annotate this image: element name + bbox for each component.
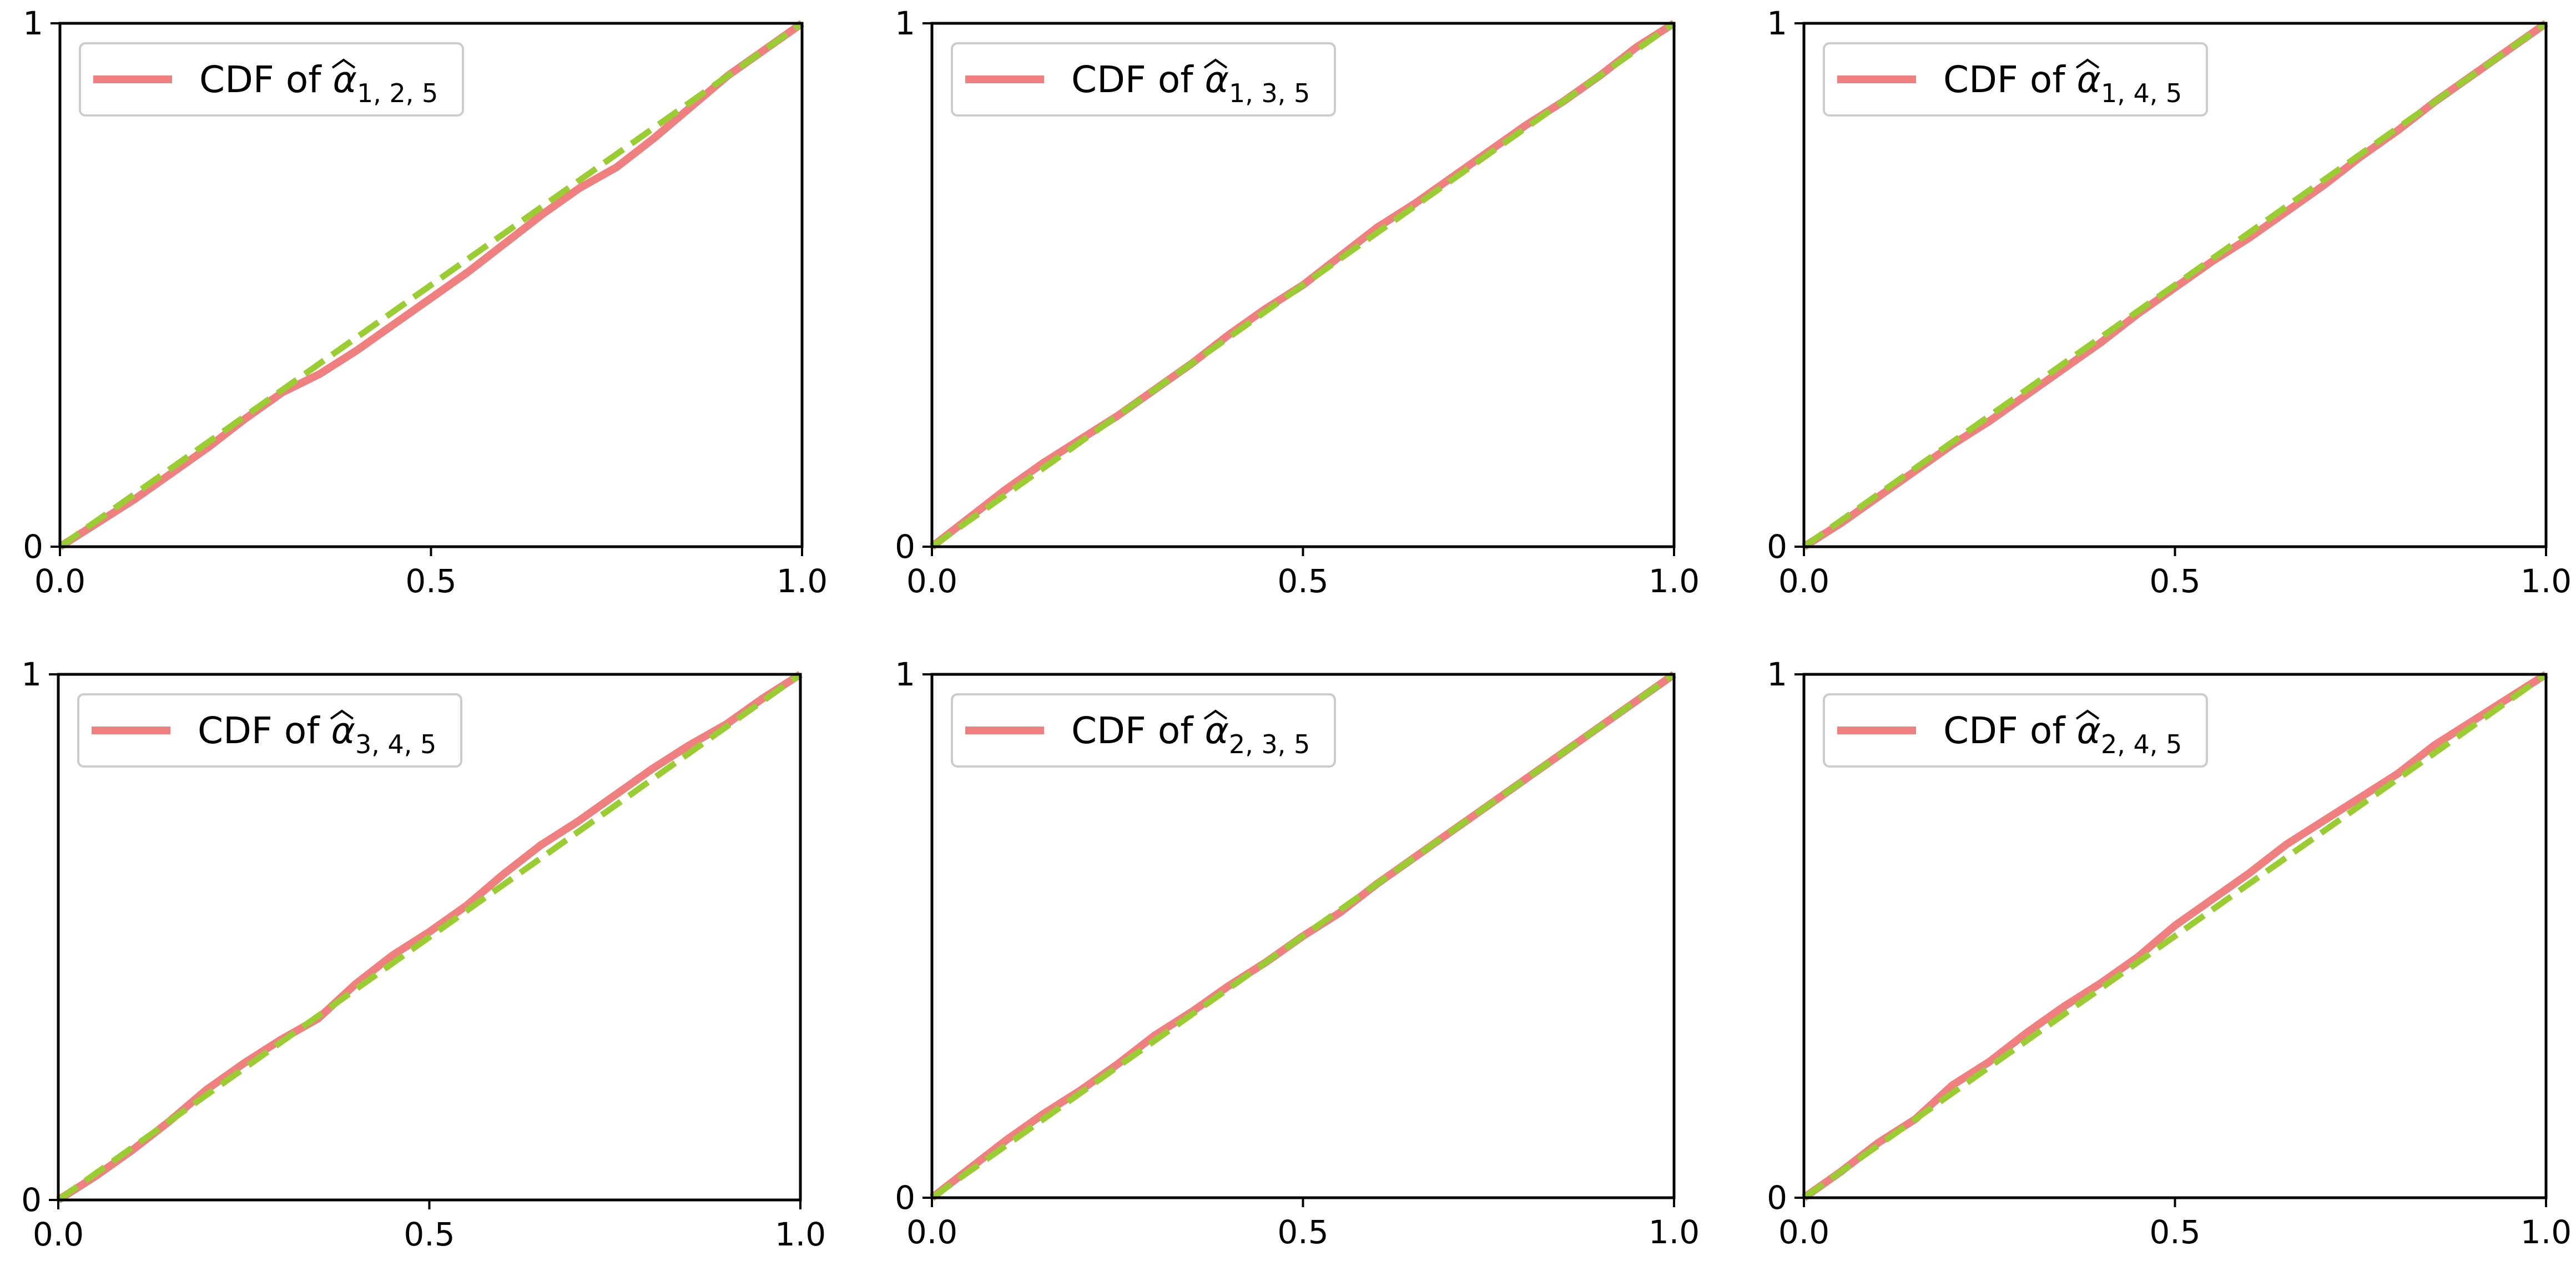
reference-line [58,21,804,549]
y-tick-label: 0 [23,528,43,566]
subplot-6: 0.0 0.5 1.0 0 1 CDF of α2, 4, 5 [1767,655,2572,1251]
hat-accent [1203,709,1228,720]
x-tick-label: 0.5 [405,562,456,600]
y-tick-label: 0 [21,1181,42,1219]
legend: CDF of α1, 2, 5 [79,42,464,117]
x-tick-label: 0.5 [404,1215,455,1253]
legend-box [79,42,464,117]
legend-label: CDF of α1, 4, 5 [1943,58,2182,108]
subplot-3: 0.0 0.5 1.0 0 1 CDF of α1, 4, 5 [1767,4,2572,600]
legend-subscript: 2, 4, 5 [2101,729,2182,759]
legend-prefix: CDF of [198,709,331,752]
legend-subscript: 1, 2, 5 [357,78,438,108]
x-tick-label: 0.0 [1778,562,1829,600]
legend: CDF of α3, 4, 5 [77,693,462,768]
x-tick-label: 1.0 [775,1215,826,1253]
x-tick-label: 0.0 [1778,1213,1829,1251]
y-tick-label: 0 [1767,1179,1787,1217]
y-tick-label: 1 [1767,4,1787,42]
x-tick-label: 1.0 [1649,562,1700,600]
legend-subscript: 1, 4, 5 [2101,78,2182,108]
legend: CDF of α1, 4, 5 [1823,42,2208,117]
y-tick-label: 1 [895,4,915,42]
legend-label: CDF of α2, 4, 5 [1943,709,2182,759]
legend-label: CDF of α1, 2, 5 [199,58,438,108]
reference-line [56,672,803,1203]
legend-prefix: CDF of [1071,58,1204,101]
x-tick-label: 0.5 [2149,1213,2200,1251]
legend-label: CDF of α1, 3, 5 [1071,58,1310,108]
y-tick-label: 0 [895,528,915,566]
legend-box [951,693,1336,768]
hat-accent [2075,58,2100,69]
x-tick-label: 0.5 [1277,562,1328,600]
x-tick-label: 1.0 [777,562,828,600]
subplot-2: 0.0 0.5 1.0 0 1 CDF of α1, 3, 5 [895,4,1700,600]
x-tick-label: 1.0 [2520,1213,2572,1251]
y-tick-label: 0 [1767,528,1787,566]
legend-prefix: CDF of [1943,58,2076,101]
legend-box [1823,42,2208,117]
hat-accent [331,58,356,69]
y-tick-label: 1 [895,655,915,693]
x-tick-label: 0.0 [33,1215,84,1253]
hat-accent [1203,58,1228,69]
legend-prefix: CDF of [199,58,332,101]
x-tick-label: 0.5 [1277,1213,1328,1251]
subplot-5: 0.0 0.5 1.0 0 1 CDF of α2, 3, 5 [895,655,1700,1251]
legend-box [1823,693,2208,768]
legend-subscript: 2, 3, 5 [1229,729,1310,759]
reference-line [930,21,1676,549]
legend-subscript: 3, 4, 5 [355,729,436,759]
x-tick-label: 0.5 [2149,562,2200,600]
legend-box [77,693,462,768]
reference-line [1802,21,2548,549]
y-tick-label: 0 [895,1179,915,1217]
y-tick-label: 1 [1767,655,1787,693]
hat-accent [2075,709,2100,720]
cdf-line [58,20,805,550]
subplot-4: 0.0 0.5 1.0 0 1 CDF of α3, 4, 5 [21,655,826,1253]
legend-prefix: CDF of [1071,709,1204,752]
hat-accent [330,709,354,720]
x-tick-label: 0.0 [906,562,957,600]
legend-label: CDF of α3, 4, 5 [198,709,436,759]
x-tick-label: 1.0 [2520,562,2572,600]
subplot-1: 0.0 0.5 1.0 0 1 CDF of α1, 2, 5 [23,4,828,600]
legend-subscript: 1, 3, 5 [1229,78,1310,108]
legend-prefix: CDF of [1943,709,2076,752]
legend: CDF of α1, 3, 5 [951,42,1336,117]
x-tick-label: 0.0 [34,562,85,600]
y-tick-label: 1 [21,655,42,693]
y-tick-label: 1 [23,4,43,42]
x-tick-label: 1.0 [1649,1213,1700,1251]
x-tick-label: 0.0 [906,1213,957,1251]
legend: CDF of α2, 3, 5 [951,693,1336,768]
reference-line [930,672,1676,1201]
reference-line [1802,672,2548,1201]
legend: CDF of α2, 4, 5 [1823,693,2208,768]
legend-box [951,42,1336,117]
